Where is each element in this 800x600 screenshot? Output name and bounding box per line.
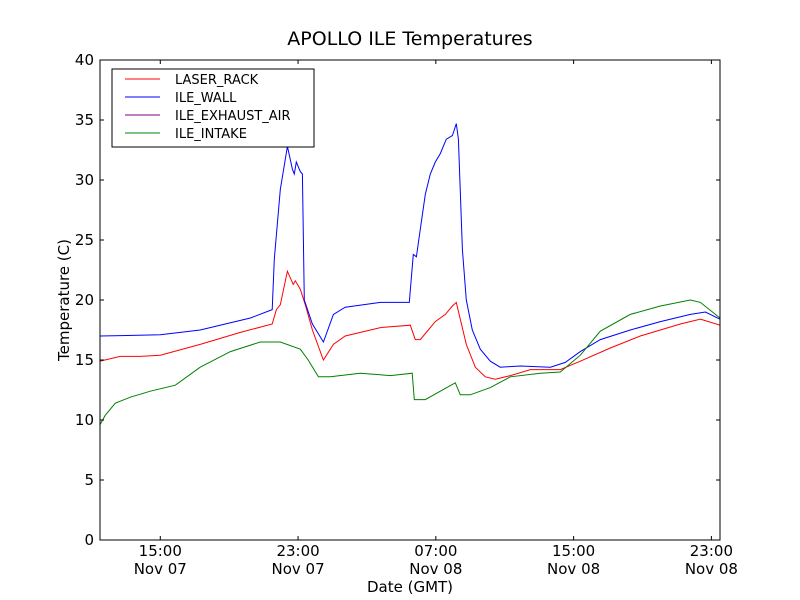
- y-tick-label: 35: [75, 111, 94, 129]
- x-tick-label-time: 23:00: [276, 542, 319, 560]
- x-tick-label-date: Nov 08: [547, 560, 600, 578]
- legend: LASER_RACK ILE_WALL ILE_EXHAUST_AIR ILE_INT…: [111, 68, 315, 148]
- series-line-laser-rack: [100, 269, 720, 380]
- legend-label: LASER_RACK: [175, 73, 259, 88]
- y-tick-label: 40: [75, 51, 94, 69]
- y-axis-label: Temperature (C): [55, 239, 73, 362]
- y-axis: 0 5 10 15 20 25 30 35 40: [75, 51, 720, 549]
- x-axis-label: Date (GMT): [367, 578, 453, 596]
- legend-label: ILE_WALL: [175, 91, 237, 106]
- legend-box: [111, 68, 315, 148]
- x-tick-label-time: 07:00: [414, 542, 457, 560]
- x-tick-label-time: 15:00: [139, 542, 182, 560]
- chart-title: APOLLO ILE Temperatures: [287, 28, 532, 50]
- y-tick-label: 15: [75, 351, 94, 369]
- series-line-ile-intake: [100, 299, 720, 426]
- y-tick-label: 20: [75, 291, 94, 309]
- legend-label: ILE_EXHAUST_AIR: [175, 109, 291, 124]
- x-tick-label-time: 23:00: [690, 542, 733, 560]
- y-tick-label: 10: [75, 411, 94, 429]
- x-tick-label-date: Nov 07: [271, 560, 324, 578]
- x-tick-label-date: Nov 08: [409, 560, 462, 578]
- y-tick-label: 30: [75, 171, 94, 189]
- series-line-ile-wall: [100, 123, 720, 368]
- y-tick-label: 0: [84, 531, 94, 549]
- series-layer: [100, 123, 720, 426]
- x-tick-label-date: Nov 07: [134, 560, 187, 578]
- x-tick-label-time: 15:00: [552, 542, 595, 560]
- y-tick-label: 25: [75, 231, 94, 249]
- x-tick-label-date: Nov 08: [685, 560, 738, 578]
- legend-label: ILE_INTAKE: [175, 127, 247, 142]
- y-tick-label: 5: [84, 471, 94, 489]
